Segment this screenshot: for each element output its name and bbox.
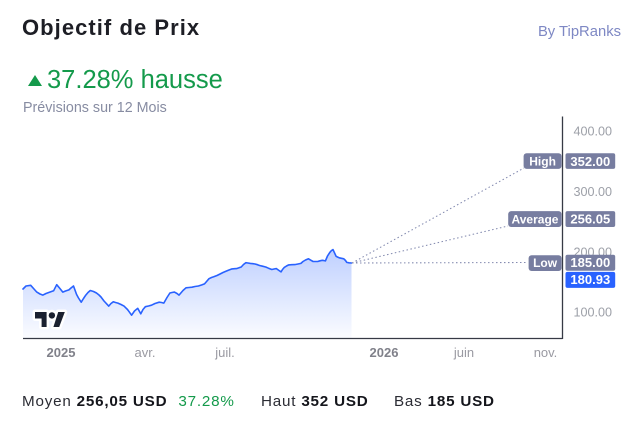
svg-text:352.00: 352.00 [570,154,610,169]
svg-text:185.00: 185.00 [570,255,610,270]
svg-text:300.00: 300.00 [574,185,613,199]
svg-text:2025: 2025 [47,345,76,360]
svg-text:juin: juin [453,345,474,360]
svg-text:100.00: 100.00 [574,306,613,320]
svg-text:Average: Average [512,212,559,226]
svg-text:256.05: 256.05 [570,211,610,226]
svg-text:avr.: avr. [135,345,156,360]
svg-text:High: High [529,155,556,169]
svg-text:Low: Low [533,256,558,270]
svg-text:2026: 2026 [370,345,399,360]
svg-text:400.00: 400.00 [574,124,613,138]
svg-text:180.93: 180.93 [570,272,610,287]
svg-text:juil.: juil. [214,345,235,360]
svg-text:nov.: nov. [534,345,558,360]
